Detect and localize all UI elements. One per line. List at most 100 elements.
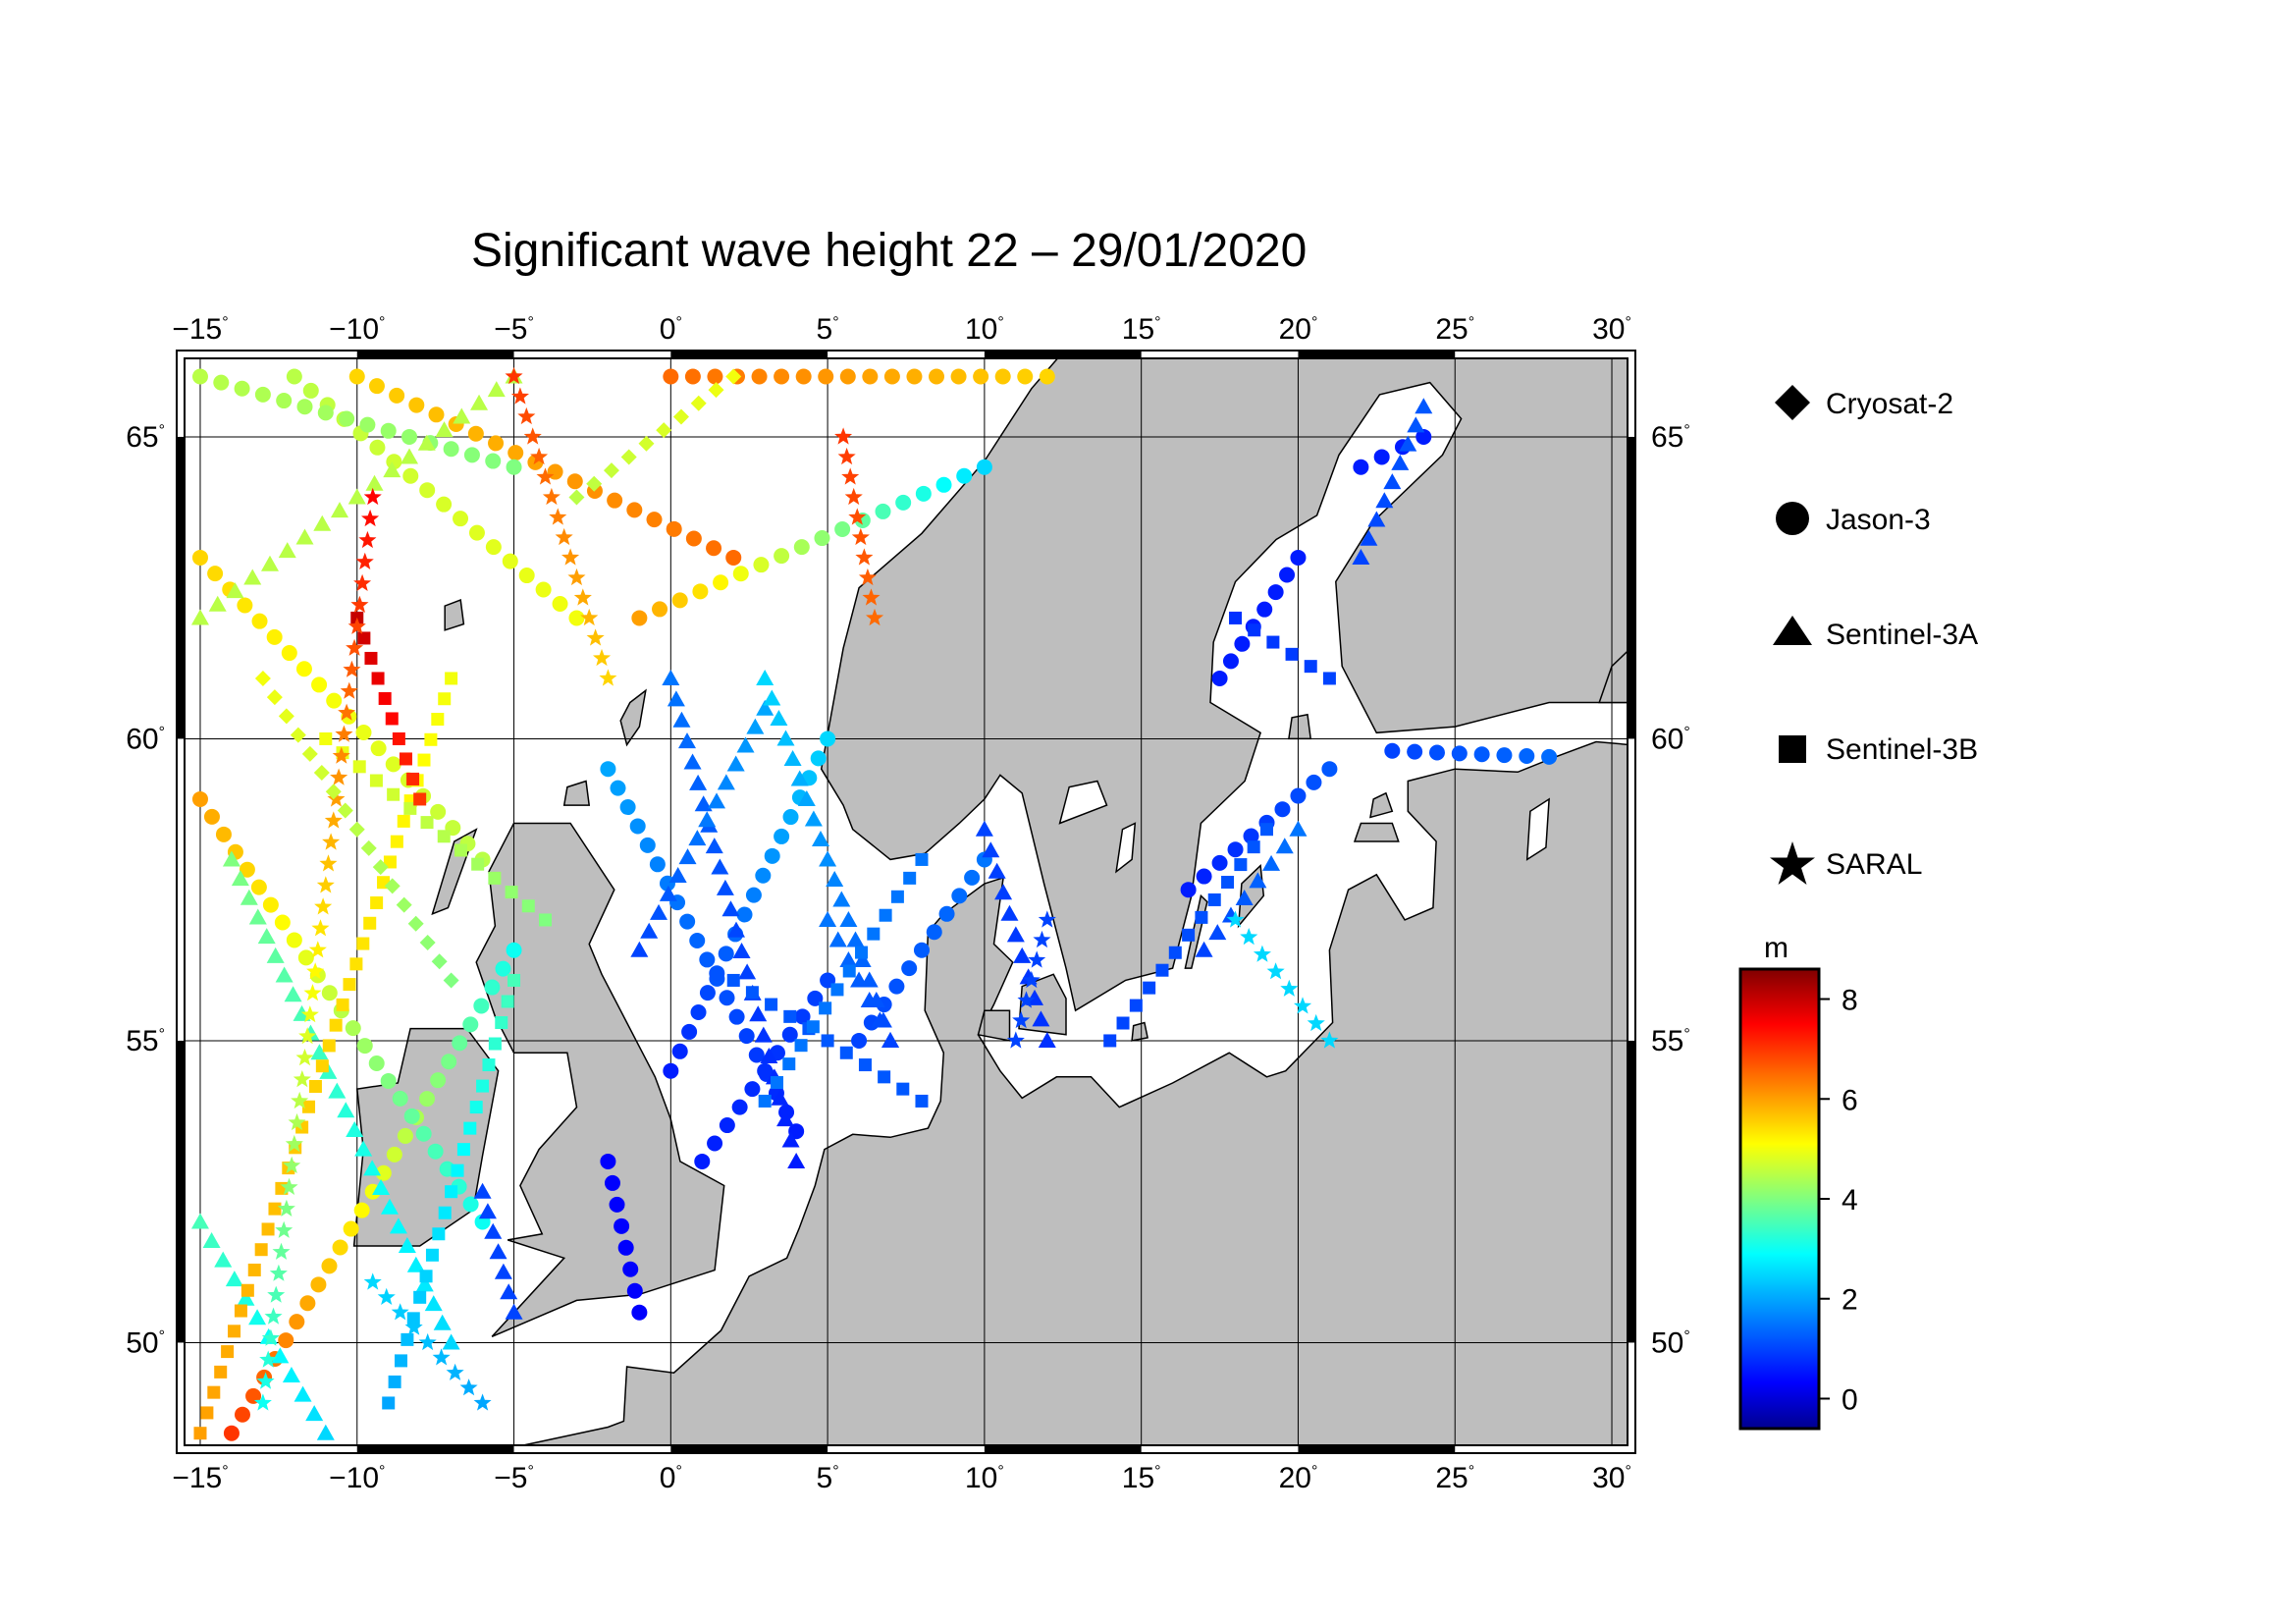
circle-marker <box>744 1081 761 1098</box>
circle-marker <box>1211 854 1228 871</box>
circle-marker <box>663 1062 679 1079</box>
circle-marker <box>1519 748 1535 765</box>
lon-label-top: −5° <box>494 313 534 346</box>
triangle-marker <box>988 862 1006 879</box>
circle-marker <box>718 946 734 962</box>
diamond-marker <box>278 708 294 725</box>
triangle-marker <box>470 394 489 410</box>
star-marker <box>1038 910 1056 928</box>
circle-marker <box>875 503 891 519</box>
triangle-marker <box>705 838 723 854</box>
triangle-marker <box>415 1275 434 1292</box>
circle-marker <box>566 473 583 490</box>
triangle-marker <box>347 488 366 505</box>
star-marker <box>848 508 867 525</box>
triangle-marker <box>248 908 267 925</box>
square-marker <box>1247 840 1260 854</box>
circle-marker <box>302 382 319 399</box>
star-marker <box>1022 970 1041 989</box>
triangle-marker <box>380 1198 399 1215</box>
square-marker <box>758 1094 772 1108</box>
lon-label-bottom: 25° <box>1435 1462 1474 1494</box>
circle-marker <box>1290 787 1307 804</box>
frame-bar-left <box>177 1040 185 1343</box>
lon-label-bottom: 5° <box>817 1462 839 1494</box>
frame-bar-top <box>670 351 828 358</box>
star-marker <box>358 530 377 549</box>
circle-marker <box>518 568 535 584</box>
triangle-marker <box>819 910 837 927</box>
triangle-marker <box>1249 872 1267 889</box>
star-marker <box>324 811 343 829</box>
star-marker <box>580 608 599 626</box>
triangle-marker <box>433 1314 452 1330</box>
lon-label-top: −15° <box>172 313 228 346</box>
square-marker <box>482 1058 496 1072</box>
circle-marker <box>646 512 663 528</box>
circle-marker <box>728 1008 745 1025</box>
map-panel[interactable] <box>185 352 1630 1445</box>
square-marker <box>830 983 844 997</box>
circle-marker <box>326 692 343 709</box>
circle-marker <box>774 368 790 385</box>
star-marker <box>1017 991 1036 1008</box>
triangle-marker <box>1407 416 1425 433</box>
square-marker <box>322 1039 336 1053</box>
circle-marker <box>223 1425 240 1441</box>
circle-marker <box>738 1028 755 1045</box>
star-marker <box>855 548 874 566</box>
triangle-marker <box>257 928 276 945</box>
square-marker <box>438 692 452 706</box>
circle-marker <box>681 1023 698 1040</box>
square-marker <box>228 1325 241 1338</box>
star-marker <box>1253 945 1271 962</box>
star-marker <box>303 984 322 1001</box>
lon-label-bottom: 30° <box>1592 1462 1631 1494</box>
land-aland <box>1288 713 1312 740</box>
circle-marker <box>600 1153 616 1169</box>
triangle-marker <box>484 1222 503 1239</box>
triangle-marker <box>736 736 755 753</box>
triangle-marker <box>294 1385 312 1402</box>
triangle-marker <box>500 1283 518 1300</box>
circle-marker <box>356 1038 373 1055</box>
star-marker <box>288 1112 306 1131</box>
star-marker <box>473 1393 492 1411</box>
circle-marker <box>1496 747 1513 764</box>
triangle-marker <box>400 448 419 464</box>
star-marker <box>322 833 341 850</box>
circle-marker <box>976 459 992 475</box>
circle-marker <box>1306 774 1322 790</box>
triangle-marker <box>1383 473 1402 490</box>
square-marker <box>915 852 929 866</box>
triangle-marker <box>316 1424 335 1440</box>
triangle-marker <box>1415 398 1433 414</box>
diamond-marker <box>638 435 655 452</box>
circle-marker <box>392 1090 408 1107</box>
triangle-marker <box>749 1005 768 1022</box>
diamond-icon <box>1775 385 1810 420</box>
circle-marker <box>895 494 912 511</box>
circle-marker <box>419 482 436 499</box>
star-marker <box>530 447 549 465</box>
circle-marker <box>709 965 725 982</box>
square-marker <box>413 1290 427 1304</box>
square-marker <box>403 801 417 815</box>
triangle-marker <box>839 950 858 967</box>
triangle-marker <box>770 709 788 726</box>
star-marker <box>343 660 361 677</box>
triangle-marker <box>1360 529 1378 546</box>
triangle-marker <box>659 885 677 901</box>
triangle-marker <box>667 690 685 707</box>
square-marker <box>336 998 349 1011</box>
triangle-marker <box>260 555 279 571</box>
star-marker <box>459 1379 478 1396</box>
square-marker <box>399 752 412 766</box>
star-marker <box>283 1156 301 1173</box>
circle-marker <box>295 661 312 677</box>
triangle-marker <box>783 749 802 766</box>
circle-marker <box>617 1239 634 1256</box>
triangle-marker <box>754 1026 773 1043</box>
circle-marker <box>262 896 279 913</box>
circle-marker <box>753 557 770 573</box>
